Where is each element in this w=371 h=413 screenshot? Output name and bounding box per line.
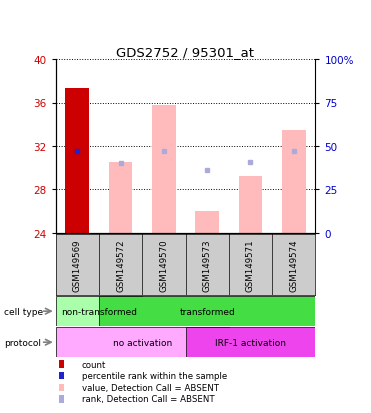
Text: IRF-1 activation: IRF-1 activation bbox=[215, 338, 286, 347]
Text: GSM149573: GSM149573 bbox=[203, 238, 211, 291]
Bar bbox=[109, 163, 132, 233]
Bar bbox=[186, 328, 315, 357]
Text: GSM149572: GSM149572 bbox=[116, 238, 125, 291]
Text: no activation: no activation bbox=[112, 338, 172, 347]
Text: GSM149570: GSM149570 bbox=[160, 238, 168, 291]
Bar bbox=[56, 297, 142, 326]
Text: GSM149569: GSM149569 bbox=[73, 239, 82, 291]
Text: GSM149571: GSM149571 bbox=[246, 238, 255, 291]
Text: count: count bbox=[82, 360, 106, 369]
Text: value, Detection Call = ABSENT: value, Detection Call = ABSENT bbox=[82, 383, 219, 392]
Bar bbox=[282, 131, 306, 233]
Text: non-transformed: non-transformed bbox=[61, 307, 137, 316]
Bar bbox=[239, 177, 262, 233]
Bar bbox=[152, 105, 176, 233]
Title: GDS2752 / 95301_at: GDS2752 / 95301_at bbox=[116, 46, 255, 59]
Text: transformed: transformed bbox=[179, 307, 235, 316]
Text: GSM149574: GSM149574 bbox=[289, 238, 298, 291]
Bar bbox=[65, 89, 89, 233]
Bar bbox=[56, 328, 229, 357]
Text: protocol: protocol bbox=[4, 338, 41, 347]
Text: rank, Detection Call = ABSENT: rank, Detection Call = ABSENT bbox=[82, 394, 214, 404]
Text: cell type: cell type bbox=[4, 307, 43, 316]
Bar bbox=[99, 297, 315, 326]
Bar bbox=[195, 211, 219, 233]
Text: percentile rank within the sample: percentile rank within the sample bbox=[82, 371, 227, 380]
